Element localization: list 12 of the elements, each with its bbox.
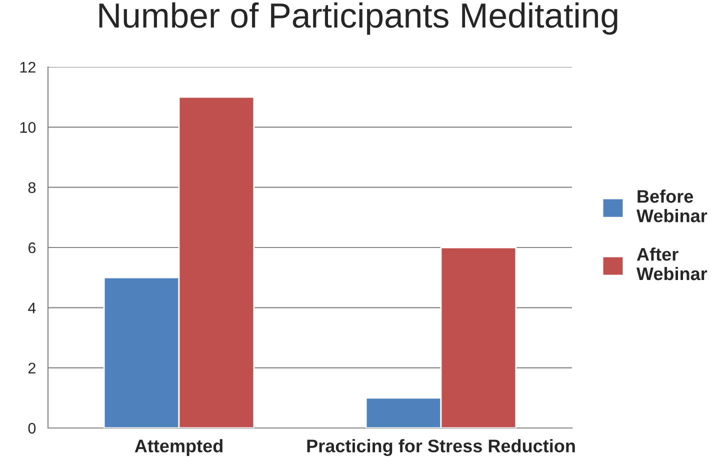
y-tick-label: 10 — [20, 122, 36, 133]
y-tick-label: 2 — [28, 362, 36, 374]
chart-title: Number of Participants Meditating — [99, 2, 618, 35]
x-tick-label: Practicing for Stress Reduction — [307, 439, 575, 456]
legend-label: Before Webinar — [636, 190, 708, 222]
y-tick-label: 4 — [28, 302, 36, 314]
y-tick-label: 6 — [28, 242, 36, 254]
y-tick-label: 8 — [28, 182, 36, 194]
legend-label: After Webinar — [636, 248, 708, 280]
y-tick-label: 12 — [20, 62, 36, 73]
y-tick-label: 0 — [28, 422, 36, 434]
x-tick-label: Attempted — [134, 439, 222, 456]
